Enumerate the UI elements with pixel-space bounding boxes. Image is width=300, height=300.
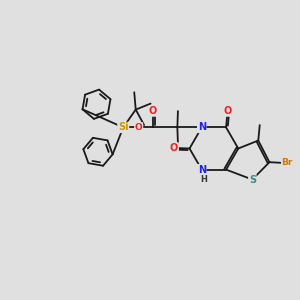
Text: O: O: [224, 106, 232, 116]
Text: O: O: [149, 106, 157, 116]
Text: O: O: [170, 143, 178, 153]
Text: H: H: [200, 175, 207, 184]
Text: O: O: [135, 123, 142, 132]
Text: S: S: [249, 175, 256, 184]
Text: N: N: [198, 122, 206, 132]
Text: N: N: [198, 165, 206, 175]
Text: Si: Si: [118, 122, 129, 132]
Text: Br: Br: [282, 158, 293, 167]
